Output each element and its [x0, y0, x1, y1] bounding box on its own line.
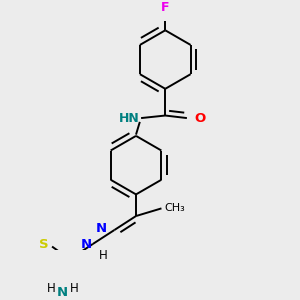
- Text: N: N: [96, 222, 107, 235]
- Text: O: O: [194, 112, 206, 124]
- Text: H: H: [70, 282, 79, 295]
- Text: N: N: [80, 238, 92, 250]
- Text: F: F: [161, 1, 170, 14]
- Text: H: H: [47, 282, 56, 295]
- Text: HN: HN: [119, 112, 140, 124]
- Text: S: S: [39, 238, 48, 250]
- Text: N: N: [57, 286, 68, 299]
- Text: H: H: [99, 249, 108, 262]
- Text: CH₃: CH₃: [164, 203, 185, 213]
